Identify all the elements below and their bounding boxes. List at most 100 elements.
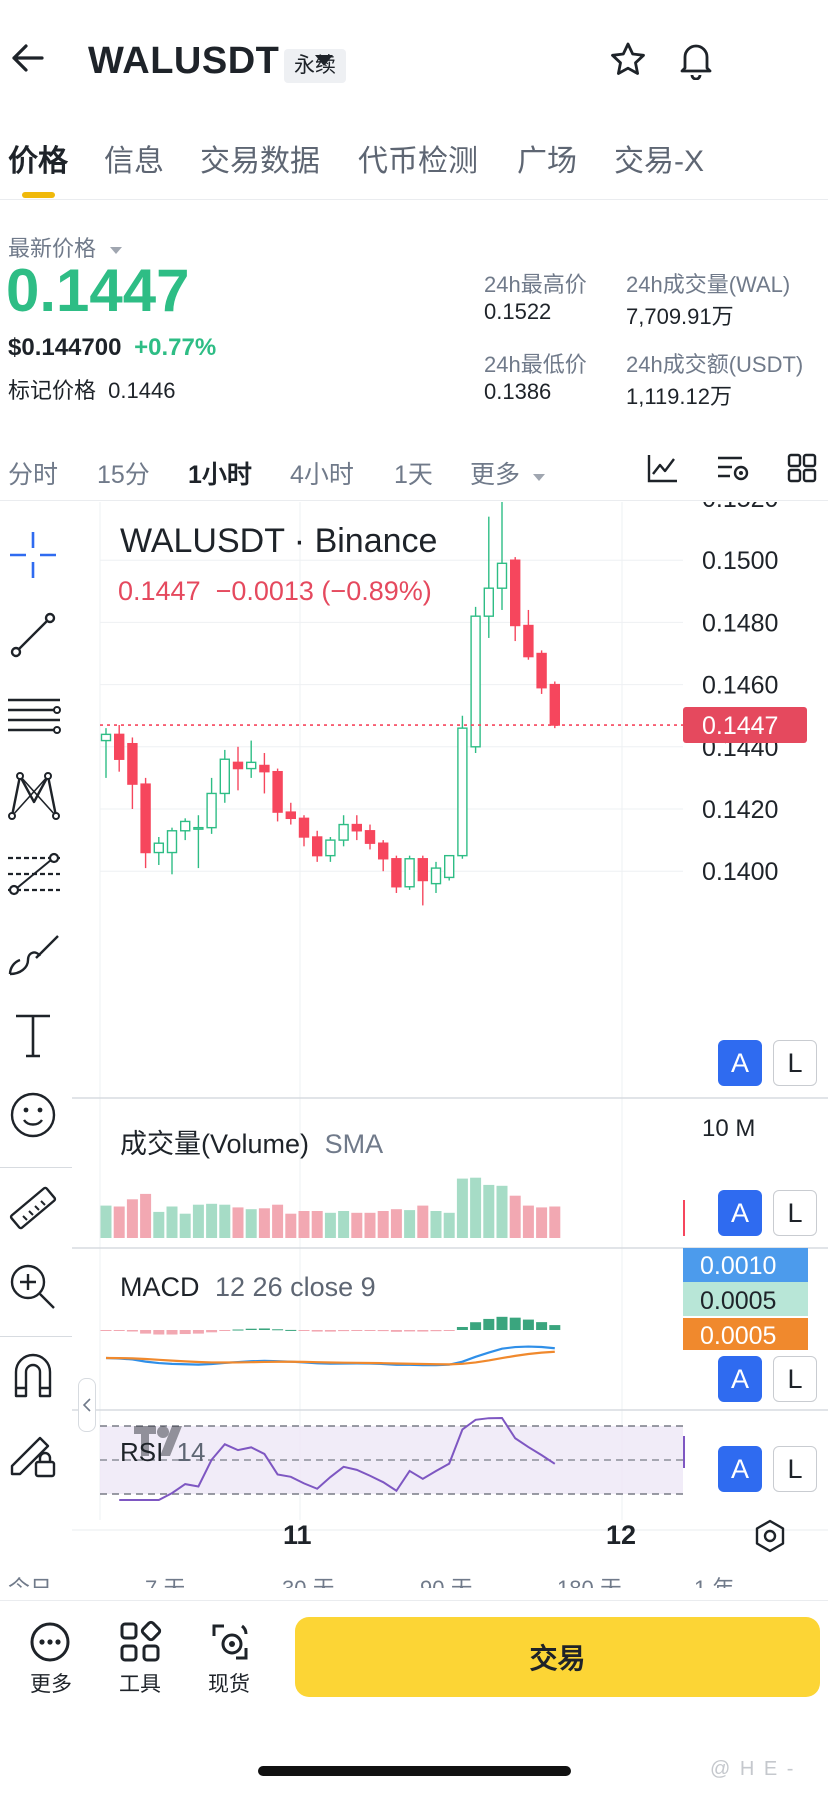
auto-scale-button-volume[interactable]: A [718,1190,762,1236]
x-tick-11: 11 [283,1520,312,1550]
symbol-title[interactable]: WALUSDT [88,40,280,82]
horizontal-lines-icon[interactable] [6,688,62,742]
timeframe-line[interactable]: 分时 [8,461,59,489]
symbol-dropdown-icon[interactable] [312,52,336,73]
current-price-tag-text: 0.1447 [702,712,778,740]
volume-bar [192,1204,204,1238]
macd-hist-bar [443,1330,455,1331]
tab-token-check[interactable]: 代币检测 [358,145,478,178]
volume-bar [549,1206,561,1238]
volume-legend-sma: SMA [324,1129,384,1159]
candle-body [245,761,257,770]
chart-settings-icon[interactable] [716,452,750,489]
price-type-selector[interactable]: 最新价格 [8,231,124,263]
timeframe-more[interactable]: 更多 [470,455,547,491]
candle-body [404,858,415,888]
mark-price-row: 标记价格 0.1446 [8,373,175,405]
auto-scale-button-rsi[interactable]: A [718,1446,762,1492]
home-indicator [258,1766,571,1776]
brush-icon[interactable] [6,928,62,982]
tradingview-logo [132,1422,190,1460]
pattern-tool-icon[interactable] [6,768,60,822]
rsi-legend-param: 14 [176,1437,206,1467]
favorite-star-icon[interactable] [608,40,648,85]
trend-line-icon[interactable] [6,608,60,662]
macd-legend: MACD 12 26 close 9 [120,1272,376,1303]
x-tick-12: 12 [606,1520,636,1550]
macd-hist-bar [417,1330,429,1332]
macd-hist-bar [285,1329,297,1331]
spot-label[interactable]: 现货 [208,1673,250,1696]
divider [0,500,828,501]
fib-retracement-icon[interactable] [6,848,62,902]
grid-layout-icon[interactable] [786,452,818,489]
chart-settings-hex-icon[interactable] [752,1518,788,1559]
macd-hist-bar [456,1326,468,1330]
macd-hist-bar [113,1330,125,1331]
active-tab-indicator [22,192,55,198]
back-button[interactable] [8,38,48,78]
indicator-chart-icon[interactable] [646,452,680,489]
more-label[interactable]: 更多 [30,1673,72,1696]
zoom-in-icon[interactable] [6,1260,60,1314]
macd-tag-1: 0.0010 [700,1252,776,1280]
candle-body [483,587,494,617]
candle-body [259,764,270,773]
timeframe-1d[interactable]: 1天 [394,461,433,489]
volume-bar [126,1199,138,1238]
collapse-toolbar-handle[interactable] [78,1378,96,1432]
macd-hist-bar [338,1330,350,1332]
tools-button[interactable] [118,1620,162,1664]
spot-button[interactable] [208,1620,252,1664]
macd-legend-params: 12 26 close 9 [215,1272,376,1302]
macd-hist-bar [470,1322,482,1330]
auto-scale-button-macd[interactable]: A [718,1356,762,1402]
candle-body [298,817,310,838]
candle-body [153,842,165,854]
candle-body [417,858,428,882]
lock-drawing-icon[interactable] [6,1426,60,1480]
macd-hist-bar [351,1330,363,1331]
tab-trade-x[interactable]: 交易-X [614,145,704,178]
volume-bar [483,1184,495,1238]
more-button[interactable] [28,1620,76,1664]
volume-bar [536,1207,548,1238]
volume-bar [404,1210,416,1238]
emoji-icon[interactable] [6,1088,60,1142]
macd-histogram [100,1316,561,1335]
timeframe-1h[interactable]: 1小时 [188,461,252,489]
tools-label[interactable]: 工具 [119,1673,161,1696]
log-scale-button-volume[interactable]: L [773,1190,817,1236]
macd-hist-bar [522,1319,534,1330]
tab-trading-data[interactable]: 交易数据 [200,145,320,178]
spot-swap-icon [212,1624,248,1660]
tab-info[interactable]: 信息 [104,145,164,178]
mark-price-label: 标记价格 [8,378,97,403]
log-scale-button-price[interactable]: L [773,1040,817,1086]
crosshair-icon[interactable] [6,528,60,582]
tab-price[interactable]: 价格 [8,145,68,178]
volume-bar [140,1193,152,1238]
bell-icon[interactable] [676,38,716,85]
volume-bar [430,1211,442,1238]
magnet-icon[interactable] [6,1348,60,1402]
timeframe-15m[interactable]: 15分 [97,461,150,489]
macd-hist-bar [206,1330,218,1333]
price-tick-label: 0.1400 [702,858,778,886]
turnover-value: 1,119.12万 [626,384,733,409]
log-scale-button-rsi[interactable]: L [773,1446,817,1492]
price-chart[interactable]: 0.15200.15000.14800.14600.14400.14200.14… [0,502,828,1562]
volume-bar [443,1212,455,1238]
auto-scale-button-price[interactable]: A [718,1040,762,1086]
timeframe-4h[interactable]: 4小时 [290,461,354,489]
usd-price-row: $0.144700 +0.77% [8,334,216,362]
tab-square[interactable]: 广场 [517,145,577,178]
caret-down-icon [110,247,123,254]
ruler-icon[interactable] [6,1182,60,1236]
log-scale-button-macd[interactable]: L [773,1356,817,1402]
trade-button[interactable]: 交易 [295,1617,820,1697]
volume-bar [113,1206,125,1238]
volume-bar [351,1212,363,1238]
text-tool-icon[interactable] [6,1008,60,1062]
price-tick-label: 0.1520 [702,502,778,513]
